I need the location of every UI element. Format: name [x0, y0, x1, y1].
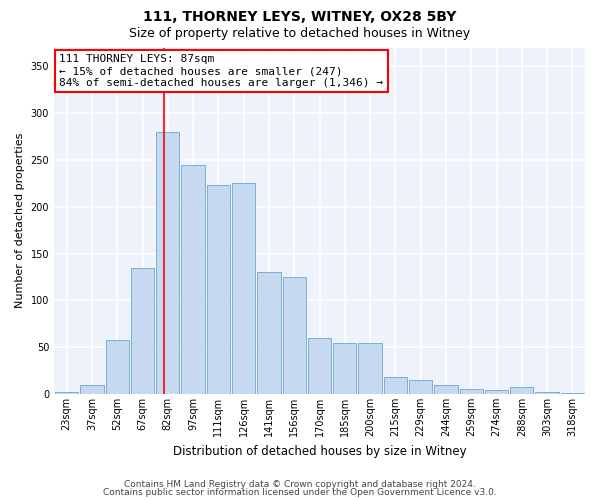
Bar [384, 377, 407, 394]
Text: Contains HM Land Registry data © Crown copyright and database right 2024.: Contains HM Land Registry data © Crown c… [124, 480, 476, 489]
Bar [207, 185, 230, 394]
Bar [358, 342, 382, 394]
Bar [283, 277, 306, 394]
Text: 111 THORNEY LEYS: 87sqm
← 15% of detached houses are smaller (247)
84% of semi-d: 111 THORNEY LEYS: 87sqm ← 15% of detache… [59, 54, 383, 88]
Bar [55, 392, 79, 394]
X-axis label: Distribution of detached houses by size in Witney: Distribution of detached houses by size … [173, 444, 466, 458]
Bar [409, 380, 432, 394]
Bar [460, 390, 483, 394]
Text: 111, THORNEY LEYS, WITNEY, OX28 5BY: 111, THORNEY LEYS, WITNEY, OX28 5BY [143, 10, 457, 24]
Bar [106, 340, 129, 394]
Bar [80, 384, 104, 394]
Y-axis label: Number of detached properties: Number of detached properties [15, 133, 25, 308]
Bar [232, 184, 256, 394]
Bar [485, 390, 508, 394]
Bar [535, 392, 559, 394]
Bar [561, 393, 584, 394]
Bar [257, 272, 281, 394]
Bar [131, 268, 154, 394]
Bar [510, 388, 533, 394]
Text: Contains public sector information licensed under the Open Government Licence v3: Contains public sector information licen… [103, 488, 497, 497]
Bar [156, 132, 179, 394]
Bar [434, 384, 458, 394]
Bar [308, 338, 331, 394]
Bar [333, 342, 356, 394]
Text: Size of property relative to detached houses in Witney: Size of property relative to detached ho… [130, 28, 470, 40]
Bar [181, 164, 205, 394]
